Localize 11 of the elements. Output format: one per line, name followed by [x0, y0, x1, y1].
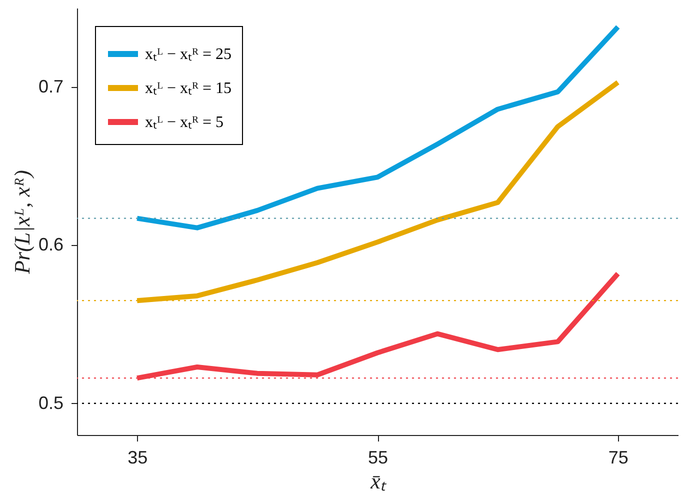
legend-label: xₜᴸ − xₜᴿ = 15 [145, 80, 232, 97]
y-tick-label: 0.6 [38, 234, 64, 255]
legend-label: xₜᴸ − xₜᴿ = 5 [145, 114, 224, 131]
x-tick-label: 75 [608, 448, 628, 468]
x-tick-label: 35 [128, 448, 148, 468]
x-tick-label: 55 [368, 448, 388, 468]
y-tick-label: 0.7 [38, 76, 64, 97]
y-tick-label: 0.5 [38, 392, 64, 413]
y-axis-title: Pr(L|xᴸ, xᴿ) [9, 170, 34, 275]
legend-label: xₜᴸ − xₜᴿ = 25 [145, 46, 232, 63]
x-axis-title: x̄ₜ [370, 468, 388, 494]
